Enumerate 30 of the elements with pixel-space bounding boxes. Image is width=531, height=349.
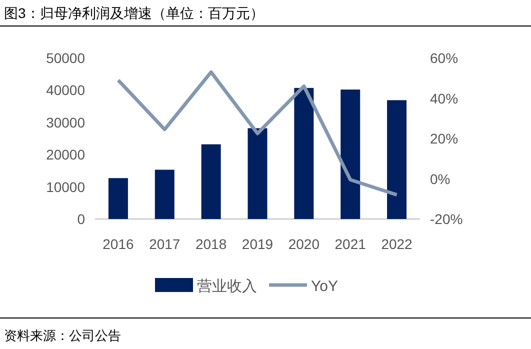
- text: 资料来源：公司公告: [4, 328, 121, 343]
- y2-tick-label: 20%: [430, 130, 458, 146]
- y2-tick-label: 60%: [430, 50, 458, 66]
- y-tick-label: 0: [77, 211, 86, 227]
- x-tick-label: 2018: [195, 236, 227, 252]
- x-tick-label: 2017: [149, 236, 180, 252]
- bar: [294, 88, 314, 219]
- y2-tick-label: -20%: [430, 211, 463, 227]
- bar: [108, 178, 128, 219]
- legend-label: YoY: [311, 278, 338, 295]
- bar: [387, 100, 407, 219]
- x-tick-label: 2022: [381, 236, 413, 252]
- bar: [248, 128, 268, 219]
- x-tick-label: 2019: [242, 236, 274, 252]
- x-tick-label: 2016: [102, 236, 134, 252]
- y2-tick-label: 0%: [430, 170, 450, 187]
- bar: [201, 144, 221, 219]
- chart-title: 图3：归母净利润及增速（单位：百万元）: [4, 5, 264, 21]
- y2-tick-label: 40%: [430, 90, 458, 106]
- y-tick-label: 40000: [46, 82, 86, 98]
- y-tick-label: 20000: [46, 146, 86, 163]
- bar: [340, 90, 360, 219]
- line-series: [116, 70, 399, 197]
- y-tick-label: 30000: [46, 114, 86, 130]
- bar: [154, 170, 174, 219]
- legend-label: 营业收入: [197, 278, 257, 295]
- x-tick-label: 2021: [334, 236, 366, 252]
- y-tick-label: 50000: [46, 50, 86, 66]
- y-tick-label: 10000: [46, 178, 86, 195]
- x-tick-label: 2020: [288, 236, 320, 252]
